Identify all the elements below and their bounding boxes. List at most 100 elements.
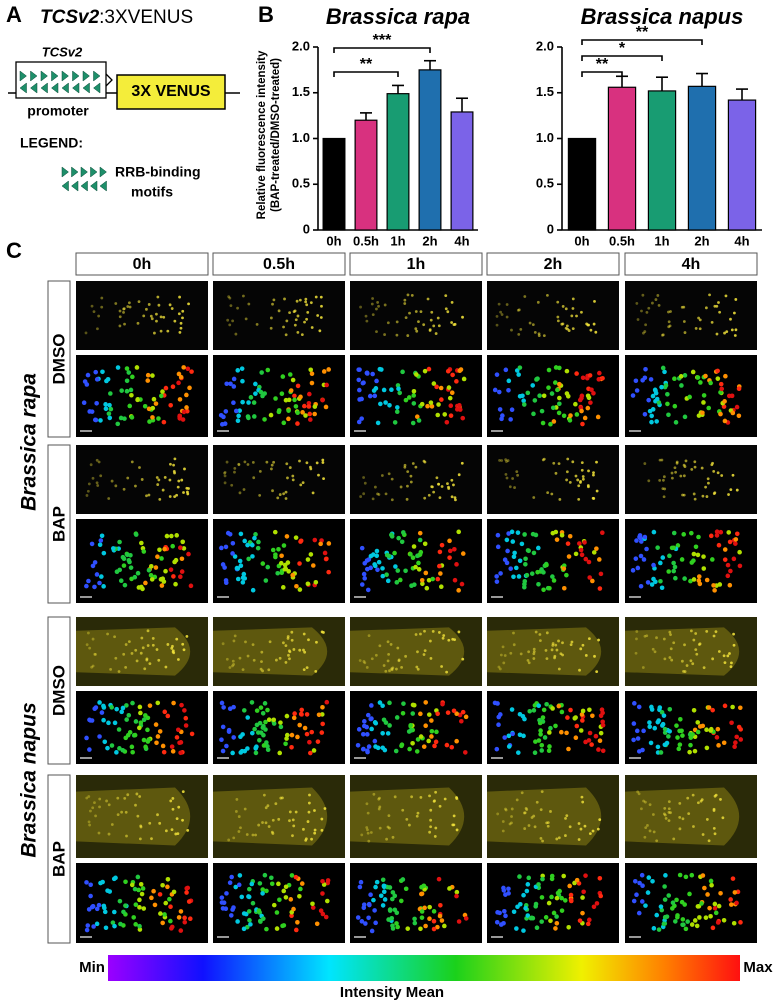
heat-nucleus (292, 397, 297, 403)
nucleus (264, 821, 268, 825)
heat-nucleus (179, 702, 184, 708)
nucleus (87, 795, 91, 798)
heat-nucleus (701, 554, 706, 559)
heat-nucleus (103, 925, 109, 931)
nucleus (693, 497, 697, 501)
heat-nucleus (714, 533, 720, 538)
heat-nucleus (219, 900, 225, 905)
promoter-name: TCSv2 (42, 44, 83, 59)
nucleus (733, 311, 736, 315)
heat-nucleus (264, 888, 269, 894)
nucleus (444, 307, 448, 311)
timepoint-box (486, 252, 620, 276)
heat-nucleus (109, 743, 115, 748)
heat-nucleus (675, 735, 680, 740)
heat-nucleus (378, 401, 383, 407)
heat-nucleus (220, 724, 226, 730)
x-tick-label: 2h (422, 233, 437, 248)
nucleus (279, 796, 283, 800)
motif (30, 82, 38, 94)
heat-nucleus (695, 904, 701, 909)
nucleus (302, 827, 305, 831)
motif (40, 82, 48, 94)
heat-nucleus (177, 397, 183, 402)
heat-nucleus (129, 882, 135, 888)
heat-nucleus (704, 745, 710, 751)
heat-nucleus (557, 365, 562, 371)
nucleus (91, 664, 95, 668)
nucleus (148, 662, 152, 666)
heat-nucleus (143, 580, 148, 586)
nucleus (180, 478, 184, 482)
heat-nucleus (521, 733, 526, 739)
heat-nucleus (249, 881, 255, 887)
heat-nucleus (398, 898, 404, 904)
heat-nucleus (598, 713, 604, 719)
nucleus (419, 632, 422, 636)
heat-nucleus (97, 542, 103, 548)
heat-nucleus (127, 403, 133, 409)
heat-nucleus (124, 366, 130, 371)
heat-nucleus (231, 376, 237, 382)
nucleus (403, 302, 407, 305)
nucleus (260, 660, 263, 664)
heat-nucleus (422, 905, 427, 911)
nucleus (714, 793, 718, 797)
y-axis-label: Relative fluorescence intensity (256, 50, 268, 219)
nucleus (682, 320, 686, 323)
nucleus (432, 490, 436, 494)
nucleus (365, 826, 369, 829)
heat-nucleus (279, 553, 284, 559)
nucleus (322, 631, 325, 634)
nucleus (553, 654, 557, 658)
heat-nucleus (318, 541, 323, 547)
heat-nucleus (497, 407, 503, 412)
nucleus (453, 322, 457, 326)
heat-nucleus (456, 529, 462, 535)
significance-label: * (619, 40, 626, 57)
heat-nucleus (155, 734, 161, 739)
heat-nucleus (582, 415, 588, 421)
heat-nucleus (178, 574, 183, 580)
nucleus (400, 665, 404, 669)
nucleus (442, 634, 446, 637)
nucleus (364, 314, 368, 318)
heat-nucleus (395, 383, 401, 388)
nucleus (114, 302, 118, 305)
nucleus (635, 302, 639, 305)
heat-nucleus (577, 918, 583, 923)
heat-nucleus (219, 737, 224, 743)
nucleus (689, 629, 693, 633)
heat-nucleus (683, 926, 689, 932)
heat-nucleus (639, 539, 644, 544)
heat-nucleus (283, 884, 289, 890)
heat-nucleus (399, 742, 405, 748)
nucleus (291, 474, 295, 478)
heat-nucleus (112, 923, 117, 929)
nucleus (294, 318, 298, 322)
heat-nucleus (392, 907, 398, 913)
heat-nucleus (656, 400, 662, 405)
heat-nucleus (451, 708, 457, 714)
nucleus (233, 470, 236, 474)
nucleus (692, 492, 696, 496)
nucleus (305, 303, 309, 307)
heat-nucleus (233, 884, 239, 890)
heat-nucleus (654, 912, 660, 918)
heat-nucleus (728, 902, 734, 907)
heat-nucleus (280, 374, 286, 379)
heat-nucleus (183, 715, 189, 721)
nucleus (366, 811, 370, 815)
heat-nucleus (177, 740, 182, 746)
heat-nucleus (178, 545, 183, 551)
nucleus (172, 463, 175, 467)
heat-nucleus (454, 562, 459, 567)
nucleus (710, 320, 714, 324)
heat-nucleus (653, 390, 659, 396)
motif (90, 180, 98, 192)
heat-nucleus (656, 927, 662, 932)
nucleus (301, 481, 305, 485)
nucleus (308, 793, 311, 797)
heat-nucleus (227, 706, 233, 712)
nucleus (173, 495, 177, 499)
